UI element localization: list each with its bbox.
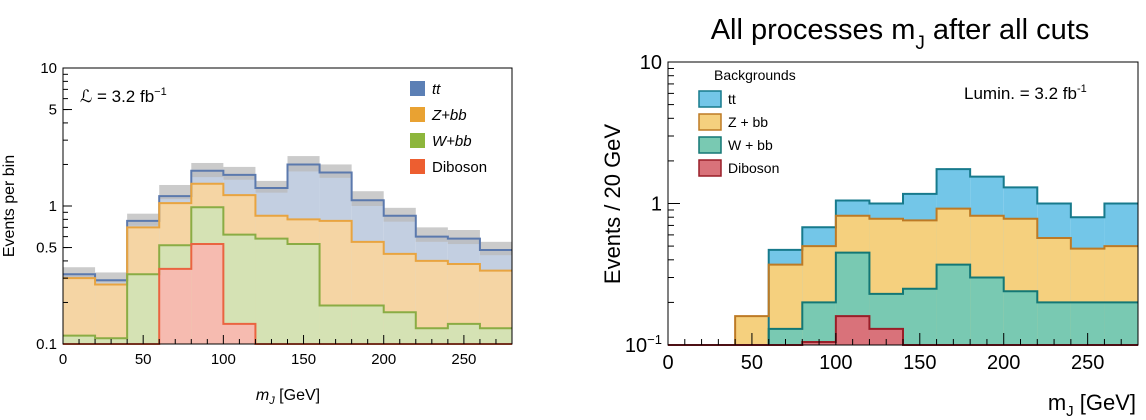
series-edge-0-2 xyxy=(63,206,512,340)
right-y-axis-label: Events / 20 GeV xyxy=(600,124,625,285)
legend-label-0: tt xyxy=(432,81,441,98)
series-edge-0-1 xyxy=(63,182,512,286)
right-legend-header: Backgrounds xyxy=(714,67,796,83)
legend-label-2: W + bb xyxy=(728,137,773,153)
right-lumi-label: Lumin. = 3.2 fb-1 xyxy=(964,83,1087,103)
series-edge-1-0 xyxy=(668,168,1138,346)
series-edge-1-2 xyxy=(668,251,1138,346)
legend-swatch-3 xyxy=(698,159,722,177)
legend-label-1: Z+bb xyxy=(431,107,467,124)
uncertainty-bin-11 xyxy=(415,227,448,242)
left-bars xyxy=(63,164,512,344)
y-tick-label-5: 5 xyxy=(49,102,57,119)
series-edge-1-1 xyxy=(668,207,1138,346)
bar-1-2-10 xyxy=(1003,291,1038,345)
x-tick-label-200: 200 xyxy=(987,352,1020,374)
legend-swatch-0 xyxy=(410,81,425,96)
legend-label-3: Diboson xyxy=(728,160,779,176)
y-tick-label-10: 10−1 xyxy=(625,332,662,357)
left-y-axis-label: Events per bin xyxy=(1,155,18,257)
bar-1-2-11 xyxy=(1037,302,1071,345)
legend-label-0: tt xyxy=(728,91,736,107)
y-tick-label-10: 10 xyxy=(40,60,57,77)
x-tick-label-200: 200 xyxy=(371,351,396,368)
right-x-axis-label: mJ [GeV] xyxy=(1048,390,1136,420)
left-lumi-label: ℒ = 3.2 fb−1 xyxy=(80,86,167,106)
uncertainty-bin-2 xyxy=(127,213,160,226)
uncertainty-bin-8 xyxy=(319,164,352,178)
left-x-axis-label: mJ [GeV] xyxy=(256,387,320,407)
bar-0-3-5 xyxy=(223,323,256,344)
x-tick-label-150: 150 xyxy=(291,351,316,368)
y-tick-label-10: 10 xyxy=(640,52,662,74)
bar-0-1-0 xyxy=(63,278,96,344)
legend-swatch-3 xyxy=(410,159,425,174)
y-tick-label-1: 1 xyxy=(651,194,662,216)
x-tick-label-250: 250 xyxy=(451,351,476,368)
x-tick-label-50: 50 xyxy=(741,352,763,374)
bar-0-2-13 xyxy=(479,328,512,344)
uncertainty-bin-9 xyxy=(351,191,384,206)
legend-swatch-0 xyxy=(698,90,722,108)
legend-swatch-2 xyxy=(410,133,425,148)
bar-0-1-1 xyxy=(95,284,128,344)
bar-1-2-8 xyxy=(936,264,971,345)
uncertainty-bin-1 xyxy=(95,272,128,283)
right-plot-frame xyxy=(667,61,1139,346)
bar-0-2-2 xyxy=(127,274,160,344)
bar-1-2-9 xyxy=(970,277,1004,345)
bar-0-2-10 xyxy=(383,312,416,344)
y-tick-label-0.5: 0.5 xyxy=(36,240,57,257)
x-tick-label-100: 100 xyxy=(819,352,852,374)
x-tick-label-0: 0 xyxy=(59,351,67,368)
legend-label-3: Diboson xyxy=(432,159,487,176)
legend-label-1: Z + bb xyxy=(728,114,768,130)
left-legend: tt Z+bb W+bb Diboson xyxy=(410,81,487,176)
uncertainty-bin-6 xyxy=(255,180,288,193)
uncertainty-bin-0 xyxy=(63,267,96,279)
bar-0-2-11 xyxy=(415,328,448,344)
legend-swatch-1 xyxy=(410,107,425,122)
bar-0-2-9 xyxy=(351,305,384,344)
y-tick-label-0.1: 0.1 xyxy=(36,336,57,353)
series-edge-0-0 xyxy=(63,163,512,282)
bar-0-3-4 xyxy=(191,244,224,344)
bar-0-2-12 xyxy=(447,323,480,344)
bar-0-2-8 xyxy=(319,305,352,344)
right-legend: tt Z + bb W + bb Diboson xyxy=(698,90,779,177)
right-bars xyxy=(735,169,1138,345)
bar-1-3-6 xyxy=(869,328,903,345)
bar-1-2-13 xyxy=(1104,302,1138,345)
x-tick-label-50: 50 xyxy=(135,351,152,368)
x-tick-label-150: 150 xyxy=(903,352,936,374)
right-chart-title: All processes mJ after all cuts xyxy=(711,14,1090,54)
bar-1-2-3 xyxy=(768,328,803,345)
left-uncertainty-band xyxy=(63,156,512,283)
bar-1-2-4 xyxy=(802,302,836,345)
bar-0-2-7 xyxy=(287,244,320,344)
x-tick-label-0: 0 xyxy=(662,352,673,374)
uncertainty-bin-13 xyxy=(479,241,512,256)
bar-0-3-3 xyxy=(159,268,192,344)
legend-swatch-1 xyxy=(698,113,722,131)
uncertainty-bin-5 xyxy=(223,166,256,180)
left-histogram: 0 50 100 150 200 250 0.1 0.5 1 5 10 ℒ = 3.2 fb−1 t… xyxy=(1,60,513,407)
legend-label-2: W+bb xyxy=(432,133,472,150)
left-plot-frame xyxy=(62,67,513,345)
uncertainty-bin-12 xyxy=(447,230,480,245)
right-histogram: All processes mJ after all cuts 0 50 100 15… xyxy=(600,14,1139,420)
y-tick-label-1: 1 xyxy=(49,198,57,215)
x-tick-label-100: 100 xyxy=(211,351,236,368)
x-tick-label-250: 250 xyxy=(1071,352,1104,374)
legend-swatch-2 xyxy=(698,136,722,154)
bar-0-2-6 xyxy=(255,238,288,344)
right-ticks: 0 50 100 150 200 250 10−1 1 10 xyxy=(625,52,1122,374)
